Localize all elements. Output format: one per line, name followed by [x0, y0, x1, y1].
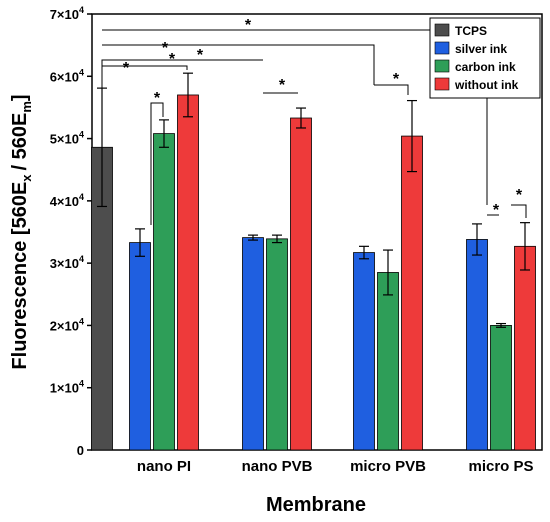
legend-label: carbon ink: [455, 60, 516, 74]
bar-silver-ink-1: [242, 237, 264, 451]
y-title-sub-m: m: [19, 101, 34, 113]
legend-label: silver ink: [455, 42, 507, 56]
y-tick-label: 7×104: [50, 5, 84, 22]
bracket-micro-ps-carbon-red: [511, 204, 527, 218]
category-label: nano PVB: [242, 458, 313, 475]
y-tick-base: 5×10: [50, 132, 79, 147]
y-title-sub-x: x: [19, 174, 34, 182]
y-tick-base: 7×10: [50, 7, 79, 22]
bracket-micro-pvb-group-vs-red-star: *: [393, 71, 400, 88]
bracket-tcps-micro-pvb-star: *: [162, 40, 169, 57]
bar-carbon-ink-3: [490, 325, 512, 451]
legend-label: without ink: [454, 78, 519, 92]
legend-swatch: [434, 59, 450, 73]
category-label: micro PVB: [350, 458, 426, 475]
y-tick-exponent: 4: [79, 67, 84, 77]
bar-without-ink-1: [290, 117, 312, 451]
bracket-tcps-micro-ps-star: *: [245, 17, 252, 34]
y-tick-label: 1×104: [50, 379, 84, 396]
y-tick-base: 4×10: [50, 194, 79, 209]
bracket-nano-pi-silver-carbon-star: *: [154, 90, 161, 107]
bracket-nano-pi-group-vs-red-star: *: [169, 51, 176, 68]
y-tick-label: 0: [77, 443, 84, 458]
category-label: micro PS: [468, 458, 533, 475]
y-tick-base: 6×10: [50, 69, 79, 84]
bracket-micro-pvb-group-vs-red: [374, 84, 409, 95]
legend-swatch: [434, 23, 450, 37]
bars: [91, 94, 536, 451]
legend: TCPS silver ink carbon ink without ink: [429, 17, 541, 99]
bracket-tcps-nano-pvb-star: *: [197, 47, 204, 64]
y-tick-label: 6×104: [50, 67, 84, 84]
category-labels: nano PI nano PVB micro PVB micro PS: [137, 458, 534, 475]
legend-swatch: [434, 77, 450, 91]
y-tick-base: 0: [77, 443, 84, 458]
y-tick-exponent: 4: [79, 254, 84, 264]
y-tick-base: 3×10: [50, 256, 79, 271]
y-title-mid: / 560E: [9, 113, 31, 171]
y-tick-label: 5×104: [50, 130, 84, 147]
bar-without-ink-2: [401, 135, 423, 451]
significance-brackets: ******* ***: [101, 17, 527, 225]
y-tick-exponent: 4: [79, 316, 84, 326]
bracket-nano-pi-silver-carbon: [150, 102, 164, 225]
legend-swatch: [434, 41, 450, 55]
bar-without-ink-3: [514, 245, 536, 451]
y-tick-label: 3×104: [50, 254, 84, 271]
y-tick-exponent: 4: [79, 5, 84, 15]
bar-carbon-ink-0: [153, 133, 175, 451]
bracket-tcps-nano-pi-star: *: [123, 60, 130, 77]
bracket-tcps-nano-pvb: [101, 59, 263, 68]
x-axis-title: Membrane: [266, 494, 366, 516]
bracket-micro-ps-silver-carbon-star: *: [493, 202, 500, 219]
y-title-main: Fluorescence [560E: [9, 182, 31, 370]
y-tick-exponent: 4: [79, 130, 84, 140]
y-tick-label: 4×104: [50, 192, 84, 209]
bracket-nano-pvb-group-vs-red-star: *: [279, 77, 286, 94]
y-title-end: ]: [9, 94, 31, 101]
category-label: nano PI: [137, 458, 191, 475]
y-tick-label: 2×104: [50, 316, 84, 333]
bar-without-ink-0: [177, 94, 199, 451]
bar-silver-ink-3: [466, 239, 488, 451]
bracket-micro-ps-carbon-red-star: *: [516, 187, 523, 204]
y-tick-base: 1×10: [50, 381, 79, 396]
bar-carbon-ink-1: [266, 238, 288, 451]
y-axis-title: Fluorescence [560Ex / 560Em]: [9, 94, 34, 369]
bar-silver-ink-2: [353, 252, 375, 451]
y-tick-exponent: 4: [79, 379, 84, 389]
bracket-tcps-micro-pvb: [102, 44, 375, 85]
y-tick-exponent: 4: [79, 192, 84, 202]
bar-silver-ink-0: [129, 242, 151, 451]
y-tick-base: 2×10: [50, 318, 79, 333]
legend-label: TCPS: [455, 24, 487, 38]
bar-carbon-ink-2: [377, 272, 399, 451]
bracket-nano-pi-group-vs-red: [151, 65, 188, 70]
